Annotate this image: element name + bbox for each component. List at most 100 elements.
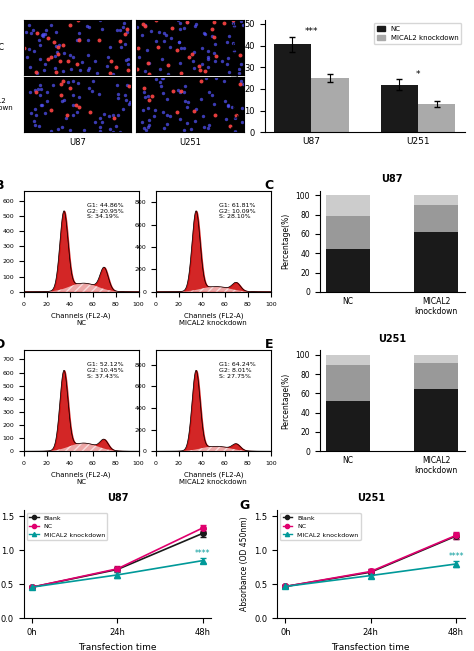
Point	[53, 27, 60, 37]
Point	[73, 59, 81, 70]
Point	[160, 28, 167, 38]
Point	[60, 48, 68, 59]
Point	[95, 89, 102, 99]
Point	[124, 27, 131, 37]
Point	[73, 107, 81, 117]
Point	[119, 104, 127, 115]
Point	[210, 33, 218, 43]
Point	[75, 35, 83, 45]
Point	[139, 105, 147, 115]
Point	[100, 109, 108, 119]
Bar	[414, 205, 458, 232]
Point	[229, 18, 237, 28]
Point	[239, 79, 246, 89]
Point	[76, 28, 83, 38]
Point	[44, 33, 51, 43]
Point	[75, 35, 82, 45]
Point	[185, 52, 192, 62]
Point	[103, 61, 110, 71]
Point	[32, 110, 40, 120]
Legend: Blank, NC, MICAL2 knockdown: Blank, NC, MICAL2 knockdown	[280, 512, 361, 540]
Point	[133, 21, 141, 32]
Bar	[311, 78, 348, 132]
Point	[25, 20, 32, 31]
Text: B: B	[0, 178, 4, 191]
Point	[164, 69, 172, 79]
Title: U87: U87	[382, 174, 403, 184]
Point	[180, 125, 187, 135]
Point	[75, 15, 82, 25]
Point	[174, 85, 182, 96]
Point	[43, 25, 50, 35]
Point	[53, 40, 60, 51]
Bar	[326, 215, 370, 249]
Point	[197, 76, 205, 86]
Point	[138, 117, 146, 127]
Point	[155, 27, 162, 37]
Point	[139, 18, 146, 29]
Point	[32, 87, 40, 98]
Title: U87: U87	[107, 493, 128, 503]
Point	[159, 73, 166, 83]
Point	[55, 49, 62, 59]
Point	[204, 53, 212, 64]
Point	[123, 23, 131, 34]
Point	[51, 51, 59, 62]
Point	[144, 45, 151, 55]
Bar	[273, 44, 311, 132]
Point	[235, 68, 243, 78]
Point	[64, 56, 72, 66]
Point	[156, 64, 164, 74]
Bar	[414, 363, 458, 389]
Point	[59, 66, 67, 76]
Point	[150, 111, 158, 121]
Point	[67, 63, 75, 74]
Point	[221, 96, 229, 106]
Point	[22, 27, 30, 37]
Point	[211, 39, 219, 49]
Point	[121, 90, 128, 100]
X-axis label: Channels (FL2-A)
NC: Channels (FL2-A) NC	[51, 471, 111, 485]
Point	[173, 44, 181, 55]
Point	[191, 116, 199, 126]
Point	[159, 73, 167, 83]
Point	[110, 113, 118, 123]
Point	[89, 76, 97, 86]
Point	[232, 113, 239, 124]
Point	[74, 77, 82, 88]
Point	[93, 68, 101, 78]
Point	[139, 30, 146, 40]
Point	[183, 102, 191, 112]
Point	[148, 91, 156, 102]
Point	[38, 30, 46, 40]
Point	[236, 79, 244, 90]
Point	[62, 113, 70, 123]
Point	[121, 29, 128, 40]
Point	[145, 90, 152, 101]
Point	[107, 67, 114, 77]
Text: G1: 44.86%
G2: 20.95%
S: 34.19%: G1: 44.86% G2: 20.95% S: 34.19%	[87, 202, 124, 219]
Point	[144, 57, 152, 68]
Point	[37, 100, 45, 110]
Point	[80, 124, 88, 135]
Point	[26, 62, 34, 72]
Point	[79, 57, 86, 67]
Point	[105, 111, 113, 121]
Bar	[326, 195, 370, 215]
Point	[35, 121, 42, 132]
Point	[43, 87, 50, 97]
Point	[58, 79, 65, 89]
Text: G: G	[239, 499, 250, 512]
Point	[212, 73, 220, 83]
Point	[35, 35, 43, 46]
Point	[85, 83, 93, 94]
Point	[69, 52, 76, 62]
Point	[197, 94, 205, 104]
Point	[141, 87, 148, 98]
Point	[84, 35, 91, 45]
Point	[66, 49, 74, 60]
Point	[232, 110, 240, 120]
Point	[38, 100, 46, 110]
Point	[126, 99, 133, 109]
Point	[176, 114, 183, 124]
